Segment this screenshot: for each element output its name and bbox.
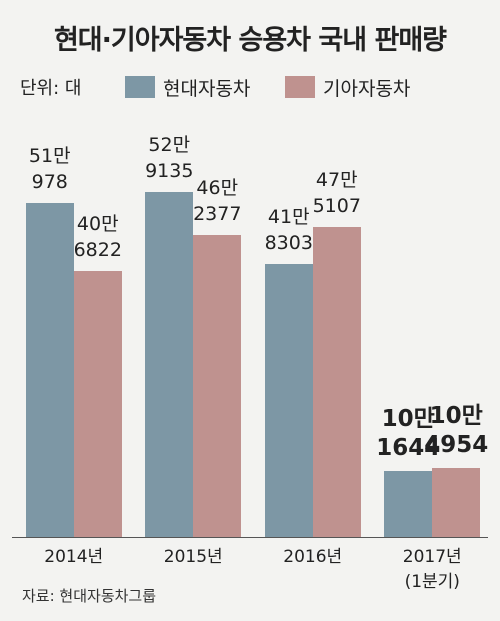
value-label: 46만 2377 [193,177,242,226]
x-tick-label: 2016년 [283,547,343,567]
value-label: 40만 6822 [73,213,122,262]
x-tick-label: 2015년 [163,547,223,567]
legend-label: 현대자동차 [163,78,251,100]
value-label: 41만 8303 [264,205,313,254]
legend-label: 기아자동차 [323,78,411,100]
unit-label: 단위: 대 [20,78,82,99]
bar [264,263,313,537]
bar [25,203,74,537]
value-label: 47만 5107 [312,168,361,217]
x-tick-label: 2017년 (1분기) [402,547,462,592]
bar [73,271,122,537]
value-label: 51만 978 [28,145,71,194]
chart-title: 현대·기아자동차 승용차 국내 판매량 [53,25,447,56]
bar [193,235,242,537]
bar [432,468,481,537]
x-tick-label: 2014년 [44,547,104,567]
value-label: 52만 9135 [145,133,194,182]
bar [312,226,361,537]
legend-swatch [285,76,315,98]
legend-swatch [125,76,155,98]
baseline [12,537,488,538]
bar [145,191,194,537]
value-label: 10만 1644 [376,405,441,461]
value-label: 10만 4954 [424,403,489,459]
bar [384,470,433,537]
source: 자료: 현대자동차그룹 [22,587,157,605]
